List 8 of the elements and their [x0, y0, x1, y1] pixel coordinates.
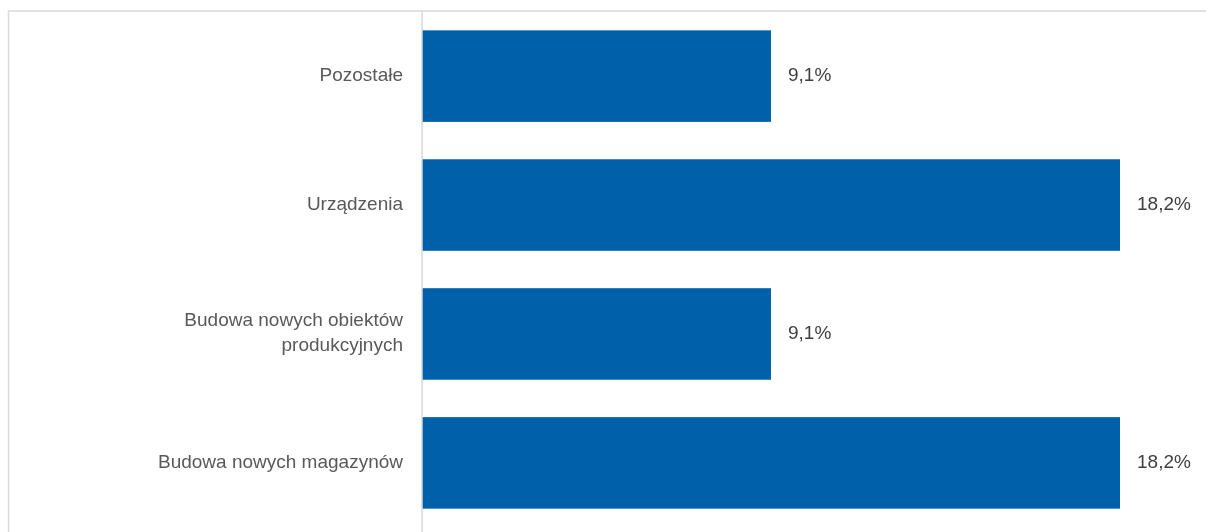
- y-tick-label: Budowa nowych magazynów: [157, 450, 404, 472]
- data-label: 18,2%: [1137, 193, 1191, 215]
- y-tick-label: Pozostałe: [319, 64, 403, 86]
- y-tick-label: Urządzenia: [306, 193, 404, 215]
- y-tick-label: Budowa nowych obiektów produkcyjnych: [184, 309, 404, 356]
- data-label: 9,1%: [788, 64, 832, 86]
- data-label: 18,2%: [1137, 450, 1191, 472]
- data-label: 9,1%: [788, 321, 832, 343]
